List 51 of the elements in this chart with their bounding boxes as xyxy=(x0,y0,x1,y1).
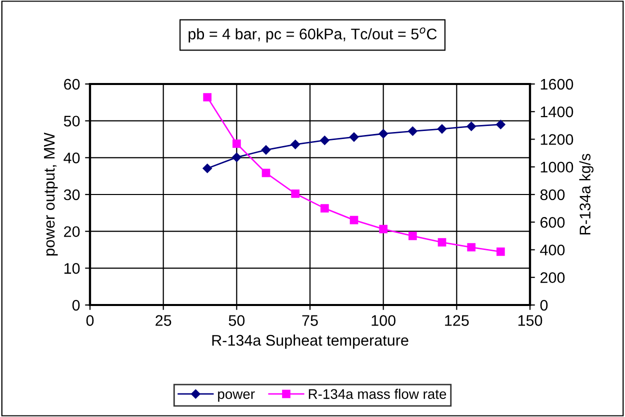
point xyxy=(438,238,446,246)
point xyxy=(290,140,300,150)
point xyxy=(203,93,212,102)
y-tick-label: 60 xyxy=(64,78,80,90)
chart-title: pb = 4 bar, pc = 60kPa, Tc/out = 5$^{o}$C xyxy=(188,27,437,42)
y-tick-label: 40 xyxy=(64,152,80,164)
y2-tick-label: 1000 xyxy=(540,162,574,173)
y-tick-label: 50 xyxy=(64,116,80,127)
y-axis-title: power output, MW xyxy=(44,132,58,256)
point xyxy=(378,129,388,138)
x-tick-label: 50 xyxy=(228,315,245,326)
x-tick-label: 0 xyxy=(86,315,94,326)
point xyxy=(291,190,300,198)
y2-tick-label: 1600 xyxy=(540,78,574,90)
point xyxy=(467,243,476,252)
point xyxy=(379,224,388,234)
x-tick-label: 125 xyxy=(445,315,469,326)
legend-label: R-134a mass flow rate xyxy=(308,388,446,399)
point xyxy=(202,164,212,173)
point xyxy=(466,122,476,131)
point xyxy=(437,124,447,134)
point xyxy=(350,216,358,224)
y2-tick-label: 1400 xyxy=(540,106,574,118)
x-tick-label: 150 xyxy=(518,315,542,326)
y-tick-label: 30 xyxy=(64,189,80,200)
point xyxy=(232,140,241,148)
point xyxy=(261,145,271,155)
y-tick-label: 10 xyxy=(64,263,80,274)
legend-label: power xyxy=(218,391,255,402)
point xyxy=(262,168,270,178)
y2-tick-label: 1200 xyxy=(540,134,574,145)
y2-tick-label: 200 xyxy=(540,272,565,284)
y2-tick-label: 600 xyxy=(540,216,565,228)
y-tick-label: 20 xyxy=(64,226,80,238)
y2-axis-title: R-134a kg/s xyxy=(579,154,594,234)
point xyxy=(496,248,505,256)
y2-tick-label: 0 xyxy=(540,300,548,311)
point xyxy=(320,204,329,212)
y2-tick-label: 800 xyxy=(540,189,565,200)
x-tick-label: 75 xyxy=(302,315,318,326)
point xyxy=(320,136,330,145)
y-tick-label: 0 xyxy=(72,300,80,311)
point xyxy=(408,232,417,240)
y2-tick-label: 400 xyxy=(540,244,565,256)
point xyxy=(232,152,242,162)
x-axis-title: R-134a Supheat temperature xyxy=(212,334,408,349)
point xyxy=(496,120,506,130)
point xyxy=(349,132,359,142)
point xyxy=(408,126,418,136)
x-tick-label: 25 xyxy=(156,315,172,326)
x-tick-label: 100 xyxy=(372,315,396,326)
